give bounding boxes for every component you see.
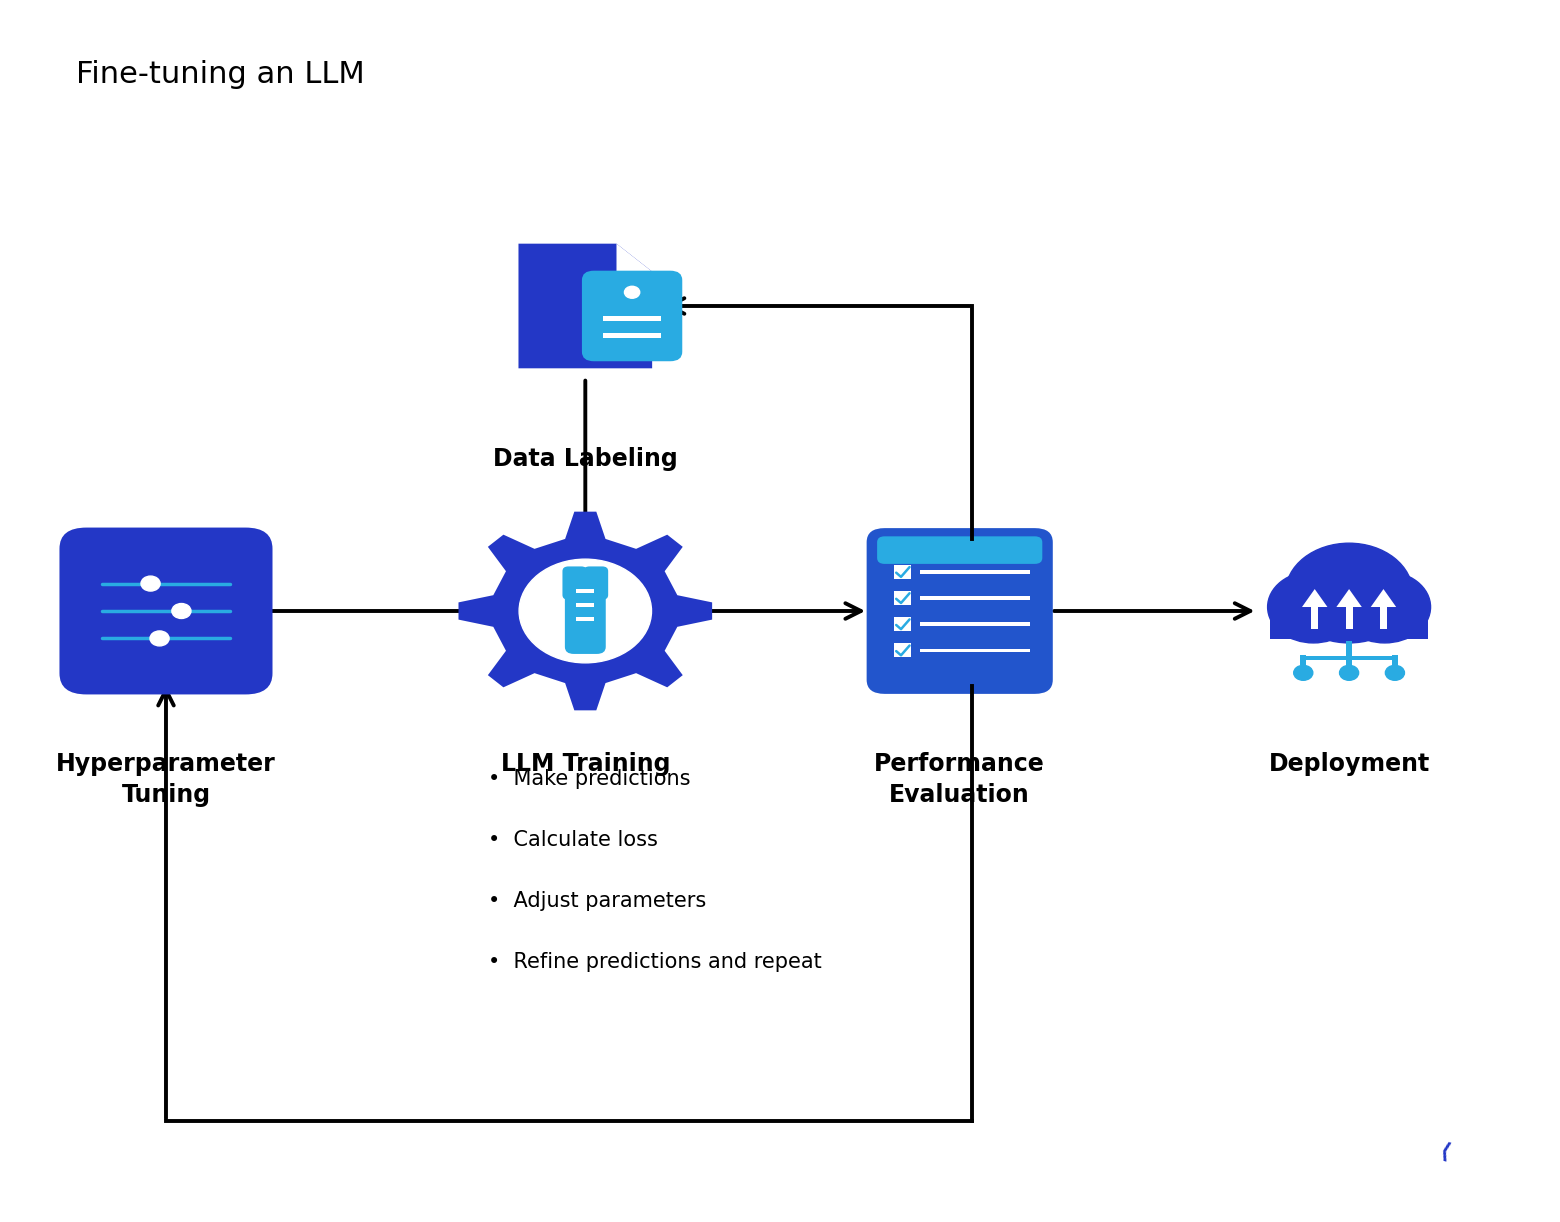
FancyBboxPatch shape	[576, 589, 594, 593]
Polygon shape	[1337, 589, 1362, 607]
FancyBboxPatch shape	[1346, 605, 1353, 629]
FancyBboxPatch shape	[1270, 595, 1427, 639]
Polygon shape	[1371, 589, 1396, 607]
FancyBboxPatch shape	[582, 271, 682, 362]
FancyBboxPatch shape	[894, 644, 911, 657]
FancyBboxPatch shape	[894, 565, 911, 579]
Text: •  Refine predictions and repeat: • Refine predictions and repeat	[488, 952, 822, 973]
Circle shape	[1293, 665, 1314, 681]
FancyBboxPatch shape	[1346, 655, 1353, 665]
FancyBboxPatch shape	[877, 536, 1042, 563]
FancyBboxPatch shape	[1312, 605, 1318, 629]
FancyBboxPatch shape	[1346, 640, 1353, 657]
Circle shape	[1285, 544, 1413, 643]
Polygon shape	[616, 243, 652, 271]
Circle shape	[624, 286, 640, 298]
Circle shape	[1338, 571, 1431, 643]
Text: Deployment: Deployment	[1268, 752, 1429, 776]
FancyBboxPatch shape	[604, 316, 661, 321]
FancyBboxPatch shape	[583, 567, 608, 600]
Text: Fine-tuning an LLM: Fine-tuning an LLM	[76, 60, 365, 89]
FancyBboxPatch shape	[59, 528, 273, 694]
Text: ⟨: ⟨	[1437, 1143, 1452, 1163]
Circle shape	[1340, 665, 1359, 681]
Polygon shape	[459, 512, 711, 710]
Text: •  Calculate loss: • Calculate loss	[488, 831, 658, 851]
FancyBboxPatch shape	[576, 617, 594, 621]
Text: LLM Training: LLM Training	[501, 752, 671, 776]
Circle shape	[150, 631, 168, 646]
Text: Data Labeling: Data Labeling	[493, 447, 677, 470]
FancyBboxPatch shape	[576, 604, 594, 607]
Text: •  Make predictions: • Make predictions	[488, 770, 691, 789]
FancyBboxPatch shape	[1392, 655, 1398, 665]
Circle shape	[1268, 571, 1359, 643]
Text: Hyperparameter
Tuning: Hyperparameter Tuning	[56, 752, 276, 808]
FancyBboxPatch shape	[920, 571, 1030, 574]
FancyBboxPatch shape	[920, 622, 1030, 626]
Polygon shape	[518, 243, 652, 368]
FancyBboxPatch shape	[563, 567, 587, 600]
Circle shape	[1385, 665, 1404, 681]
Polygon shape	[1303, 589, 1328, 607]
Circle shape	[172, 604, 190, 618]
Circle shape	[519, 560, 652, 662]
FancyBboxPatch shape	[894, 617, 911, 632]
FancyBboxPatch shape	[1303, 656, 1395, 660]
FancyBboxPatch shape	[867, 528, 1053, 694]
FancyBboxPatch shape	[920, 596, 1030, 600]
FancyBboxPatch shape	[894, 591, 911, 605]
Text: •  Adjust parameters: • Adjust parameters	[488, 891, 707, 912]
Text: Performance
Evaluation: Performance Evaluation	[874, 752, 1045, 808]
FancyBboxPatch shape	[1301, 655, 1306, 665]
FancyBboxPatch shape	[920, 649, 1030, 653]
FancyBboxPatch shape	[604, 334, 661, 338]
FancyBboxPatch shape	[565, 568, 605, 654]
Circle shape	[140, 576, 161, 591]
FancyBboxPatch shape	[1381, 605, 1387, 629]
